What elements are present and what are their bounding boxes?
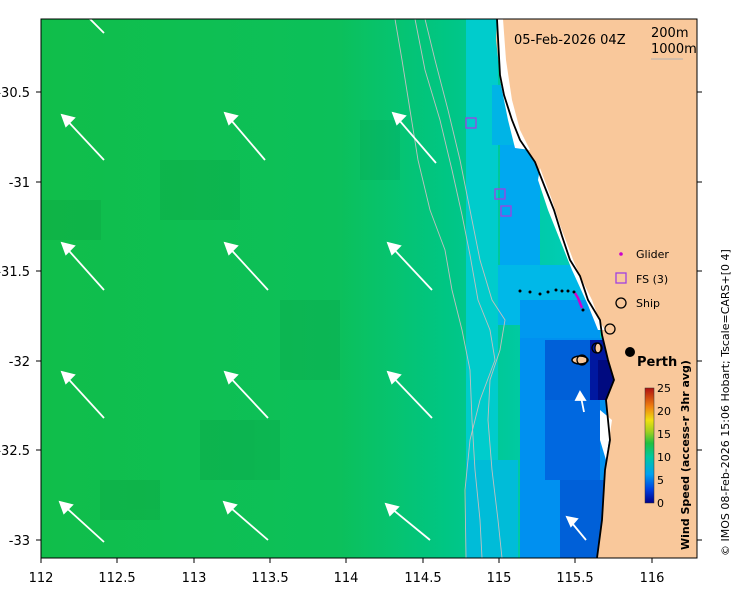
colorbar-tick: 10 (657, 451, 671, 464)
x-tick: 116 (640, 571, 665, 586)
wind-arrow (223, 111, 266, 161)
x-tick: 112 (29, 571, 54, 586)
contour-label-200m: 200m (651, 26, 688, 41)
wind-arrow (222, 500, 269, 541)
x-tick: 112.5 (98, 571, 135, 586)
timestamp: 05-Feb-2026 04Z (514, 33, 626, 48)
colorbar-tick: 25 (657, 382, 671, 395)
bathymetry-contours (394, 19, 506, 558)
colorbar-tick: 20 (657, 405, 671, 418)
colorbar: 25 20 15 10 5 0 Wind Speed (access-r 3hr… (644, 360, 692, 550)
fs-marker (465, 117, 477, 129)
wind-arrow (391, 111, 437, 164)
perth-marker (625, 347, 635, 357)
colorbar-tick: 15 (657, 428, 671, 441)
legend-glider: Glider (636, 248, 669, 261)
wind-arrow (386, 241, 433, 291)
ship-marker (604, 323, 616, 335)
wind-arrow (88, 19, 105, 34)
wind-arrow (223, 370, 269, 419)
x-tick: 114 (334, 571, 359, 586)
wind-arrow (574, 390, 587, 413)
glider-legend-icon (619, 252, 623, 256)
y-tick: -32 (9, 355, 30, 370)
fs-markers (465, 117, 512, 217)
ship-legend-icon (615, 297, 627, 309)
y-tick: -31.5 (0, 265, 30, 280)
wind-cells-nearshore (466, 19, 618, 558)
x-tick: 114.5 (404, 571, 441, 586)
ship-markers (576, 323, 616, 366)
colorbar-tick: 0 (657, 497, 664, 510)
x-tick: 115 (487, 571, 512, 586)
x-axis: 112 112.5 113 113.5 114 114.5 115 115.5 … (29, 558, 665, 586)
fs-marker (494, 188, 506, 200)
x-tick: 113.5 (251, 571, 288, 586)
legend-fs: FS (3) (636, 273, 668, 286)
plot-area: Perth 05-Feb-2026 04Z 200m 1000m Glider … (41, 19, 697, 558)
fs-marker (500, 205, 512, 217)
wind-arrow (60, 241, 105, 291)
contour-label-1000m: 1000m (651, 42, 697, 57)
coastline (496, 19, 615, 558)
wind-arrow (384, 502, 431, 541)
wind-arrow (60, 370, 105, 419)
wind-arrow (386, 370, 433, 419)
city-label: Perth (637, 355, 677, 370)
y-axis: -30.5 -31 -31.5 -32 -32.5 -33 (0, 86, 702, 549)
plot-frame (40, 18, 698, 559)
ship-track (518, 288, 576, 296)
y-tick: -31 (9, 176, 30, 191)
colorbar-gradient (644, 387, 655, 504)
wind-arrow (58, 500, 105, 543)
ship-marker (576, 354, 588, 366)
wind-arrow (60, 113, 105, 161)
ship-marker (591, 342, 603, 354)
wind-arrow (565, 515, 587, 541)
colorbar-tick: 5 (657, 474, 664, 487)
y-tick: -33 (9, 534, 30, 549)
wind-cells-texture (41, 120, 400, 520)
colorbar-title: Wind Speed (access-r 3hr avg) (679, 360, 692, 550)
fs-legend-icon (615, 272, 627, 284)
wind-arrows (58, 19, 587, 543)
y-tick: -32.5 (0, 444, 30, 459)
x-tick: 113 (182, 571, 207, 586)
x-tick: 115.5 (556, 571, 593, 586)
y-tick: -30.5 (0, 86, 30, 101)
wind-arrow (223, 241, 269, 291)
legend-ship: Ship (636, 297, 660, 310)
marker-legend: Glider FS (3) Ship (615, 248, 669, 310)
credit-text: © IMOS 08-Feb-2026 15:06 Hobart; Tscale=… (719, 249, 732, 556)
glider-track (573, 292, 585, 312)
